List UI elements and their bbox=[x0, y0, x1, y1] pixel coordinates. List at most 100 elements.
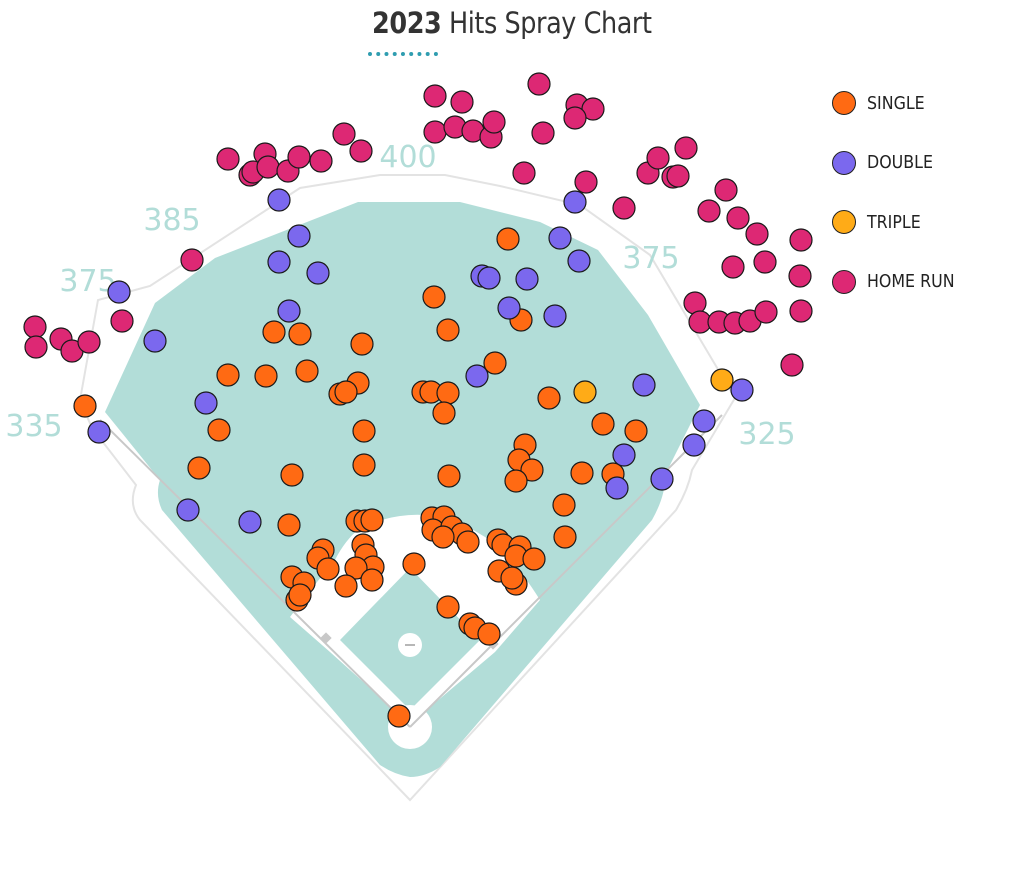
hit-point-single bbox=[288, 583, 312, 607]
hit-point-home-run bbox=[110, 309, 134, 333]
hit-point-home-run bbox=[450, 90, 474, 114]
hit-point-single bbox=[254, 364, 278, 388]
hit-point-single bbox=[387, 704, 411, 728]
title-text: Hits Spray Chart bbox=[449, 6, 652, 40]
hit-point-single bbox=[316, 557, 340, 581]
legend-swatch-home-run bbox=[832, 269, 856, 294]
third-base bbox=[320, 632, 332, 644]
legend: SINGLE DOUBLE TRIPLE HOME RUN bbox=[832, 88, 966, 326]
distance-label-center: 400 bbox=[379, 140, 436, 175]
hit-point-home-run bbox=[788, 264, 812, 288]
hit-point-single bbox=[520, 458, 544, 482]
hit-point-double bbox=[563, 190, 587, 214]
hit-point-home-run bbox=[23, 315, 47, 339]
hit-point-double bbox=[87, 420, 111, 444]
hit-point-single bbox=[483, 351, 507, 375]
hit-point-single bbox=[280, 463, 304, 487]
legend-swatch-triple bbox=[832, 210, 856, 234]
hit-point-single bbox=[436, 595, 460, 619]
hit-point-single bbox=[360, 508, 384, 532]
hit-point-double bbox=[497, 296, 521, 320]
hit-point-single bbox=[207, 418, 231, 442]
legend-item-triple: TRIPLE bbox=[832, 207, 966, 237]
hit-point-home-run bbox=[180, 248, 204, 272]
hit-point-double bbox=[238, 510, 262, 534]
title-year: 2023 bbox=[372, 6, 442, 40]
hit-point-home-run bbox=[512, 161, 536, 185]
hit-point-single bbox=[350, 332, 374, 356]
hit-point-home-run bbox=[563, 106, 587, 130]
hit-point-double bbox=[176, 498, 200, 522]
hit-point-double bbox=[730, 378, 754, 402]
hit-point-double bbox=[306, 261, 330, 285]
hit-point-single bbox=[402, 552, 426, 576]
hit-point-single bbox=[431, 525, 455, 549]
hit-point-home-run bbox=[646, 146, 670, 170]
hit-point-single bbox=[504, 469, 528, 493]
hit-point-home-run bbox=[574, 170, 598, 194]
hit-point-double bbox=[548, 226, 572, 250]
ballpark-field bbox=[78, 174, 737, 802]
hit-point-single bbox=[352, 419, 376, 443]
legend-swatch-single bbox=[832, 91, 856, 115]
hit-point-single bbox=[522, 547, 546, 571]
hit-point-home-run bbox=[714, 178, 738, 202]
hit-point-home-run bbox=[721, 255, 745, 279]
hit-point-single bbox=[216, 363, 240, 387]
hit-point-home-run bbox=[726, 206, 750, 230]
hit-point-home-run bbox=[256, 155, 280, 179]
hit-point-home-run bbox=[309, 149, 333, 173]
outer-wall-outline bbox=[78, 174, 737, 802]
hit-point-double bbox=[477, 266, 501, 290]
hit-point-single bbox=[500, 566, 524, 590]
hit-point-double bbox=[287, 224, 311, 248]
hit-point-single bbox=[73, 394, 97, 418]
legend-item-double: DOUBLE bbox=[832, 148, 966, 178]
hit-point-single bbox=[436, 381, 460, 405]
hit-point-double bbox=[605, 476, 629, 500]
hit-point-home-run bbox=[754, 300, 778, 324]
grass bbox=[105, 202, 700, 777]
hit-point-double bbox=[612, 443, 636, 467]
hit-point-single bbox=[537, 386, 561, 410]
distance-label-right-center: 375 bbox=[622, 241, 679, 276]
distance-label-right-line: 325 bbox=[738, 417, 795, 452]
hit-point-home-run bbox=[753, 250, 777, 274]
hit-point-double bbox=[632, 373, 656, 397]
hit-point-double bbox=[543, 304, 567, 328]
distance-label-left-line: 335 bbox=[5, 409, 62, 444]
hit-point-home-run bbox=[674, 136, 698, 160]
hit-point-double bbox=[682, 433, 706, 457]
hit-point-home-run bbox=[216, 147, 240, 171]
hit-point-home-run bbox=[789, 299, 813, 323]
hit-point-home-run bbox=[683, 291, 707, 315]
hit-point-home-run bbox=[780, 353, 804, 377]
hit-point-single bbox=[262, 320, 286, 344]
legend-label-double: DOUBLE bbox=[867, 152, 933, 173]
hit-point-single bbox=[422, 285, 446, 309]
hit-point-single bbox=[334, 380, 358, 404]
hit-point-double bbox=[267, 250, 291, 274]
hit-point-home-run bbox=[24, 335, 48, 359]
hit-point-home-run bbox=[789, 228, 813, 252]
hit-point-home-run bbox=[612, 196, 636, 220]
distance-label-left-center: 385 bbox=[143, 203, 200, 238]
hit-point-double bbox=[267, 188, 291, 212]
hit-point-single bbox=[295, 359, 319, 383]
legend-item-home-run: HOME RUN bbox=[832, 267, 966, 297]
legend-label-single: SINGLE bbox=[867, 92, 925, 114]
hit-point-home-run bbox=[527, 72, 551, 96]
hit-point-single bbox=[591, 412, 615, 436]
hit-point-double bbox=[567, 249, 591, 273]
hit-point-home-run bbox=[482, 110, 506, 134]
hit-point-home-run bbox=[697, 199, 721, 223]
hit-point-home-run bbox=[531, 121, 555, 145]
hit-point-double bbox=[650, 467, 674, 491]
hit-point-double bbox=[277, 299, 301, 323]
hit-point-single bbox=[277, 513, 301, 537]
hit-point-single bbox=[552, 493, 576, 517]
chart-title-text: 2023 Hits Spray Chart bbox=[372, 6, 652, 40]
hit-point-double bbox=[515, 267, 539, 291]
hit-point-double bbox=[194, 391, 218, 415]
hit-point-single bbox=[344, 556, 368, 580]
